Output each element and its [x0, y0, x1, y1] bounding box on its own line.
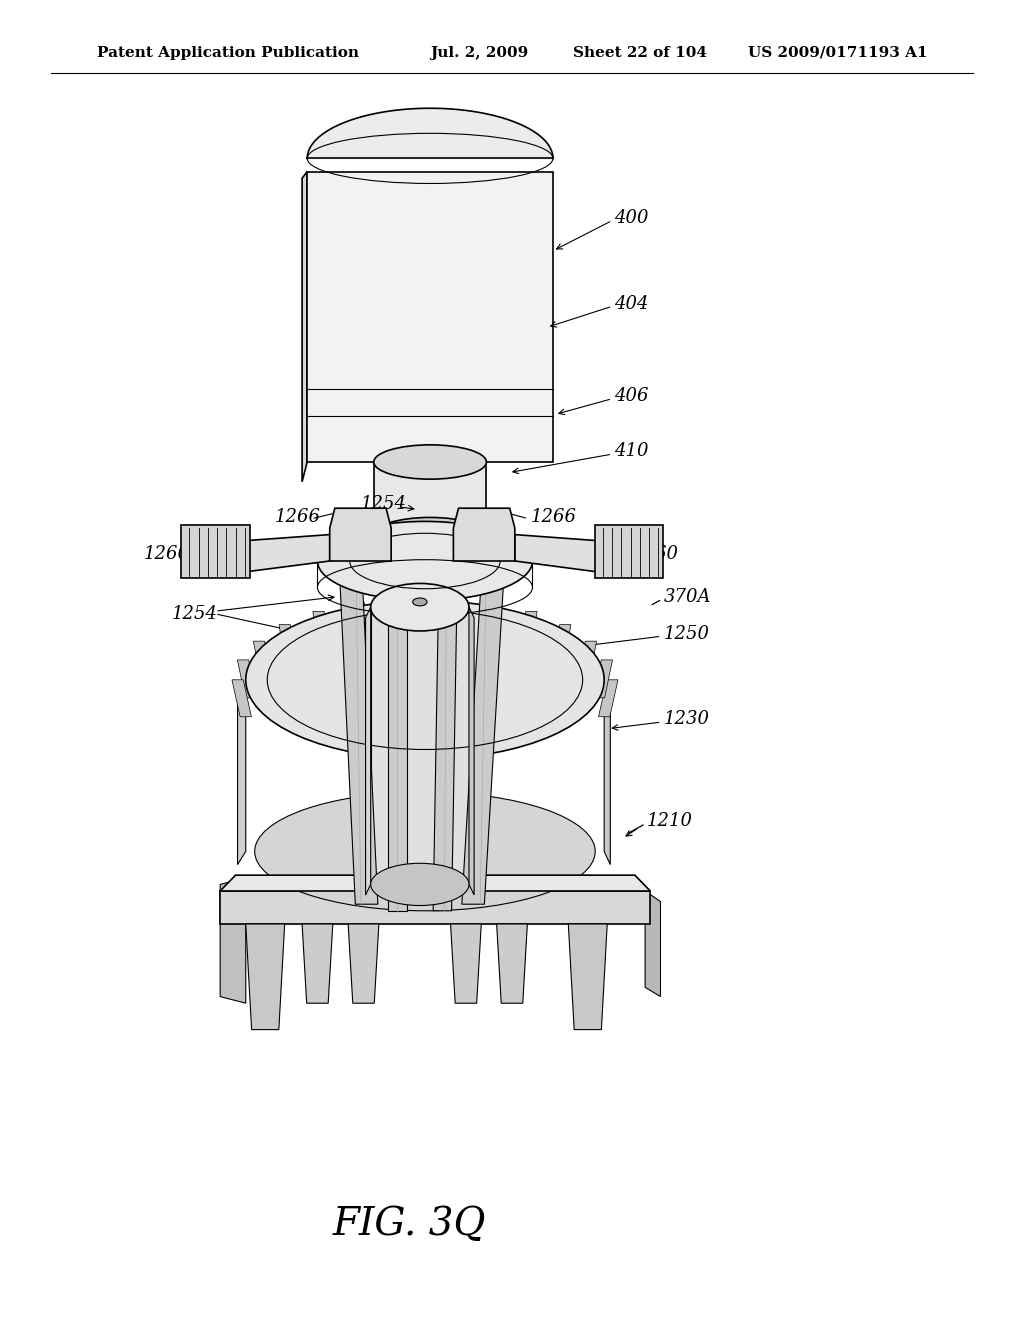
Polygon shape: [441, 597, 454, 638]
Text: 1260: 1260: [143, 545, 189, 564]
Polygon shape: [220, 875, 650, 891]
Polygon shape: [645, 891, 660, 997]
Polygon shape: [181, 525, 250, 578]
Polygon shape: [231, 680, 252, 717]
Polygon shape: [483, 602, 497, 643]
Polygon shape: [593, 660, 612, 698]
Polygon shape: [433, 552, 458, 911]
Ellipse shape: [413, 598, 427, 606]
Text: 404: 404: [614, 294, 649, 313]
Polygon shape: [280, 624, 297, 664]
Text: 1254: 1254: [360, 495, 407, 513]
Polygon shape: [353, 602, 367, 643]
Polygon shape: [515, 535, 615, 574]
Polygon shape: [578, 642, 597, 680]
Text: 410: 410: [614, 442, 649, 461]
Polygon shape: [220, 891, 650, 924]
Polygon shape: [339, 561, 378, 904]
Text: 400: 400: [614, 209, 649, 227]
Polygon shape: [462, 561, 505, 904]
Polygon shape: [553, 624, 570, 664]
Polygon shape: [307, 172, 553, 462]
Text: US 2009/0171193 A1: US 2009/0171193 A1: [748, 46, 927, 59]
Polygon shape: [246, 924, 285, 1030]
Polygon shape: [302, 172, 307, 482]
Polygon shape: [521, 611, 537, 652]
Ellipse shape: [384, 528, 476, 554]
Text: 1266: 1266: [530, 508, 577, 527]
Polygon shape: [227, 535, 330, 574]
Polygon shape: [568, 924, 607, 1030]
Polygon shape: [595, 525, 664, 578]
Ellipse shape: [317, 521, 532, 601]
Ellipse shape: [246, 601, 604, 759]
Polygon shape: [396, 597, 409, 638]
Text: FIG. 3Q: FIG. 3Q: [333, 1206, 486, 1243]
Polygon shape: [454, 508, 515, 561]
Text: Sheet 22 of 104: Sheet 22 of 104: [573, 46, 708, 59]
Text: 1210: 1210: [647, 812, 693, 830]
Ellipse shape: [384, 544, 476, 570]
Polygon shape: [388, 552, 407, 911]
Ellipse shape: [371, 583, 469, 631]
Polygon shape: [313, 611, 329, 652]
Text: 1266: 1266: [274, 508, 321, 527]
Polygon shape: [302, 924, 333, 1003]
Polygon shape: [366, 607, 371, 895]
Text: Jul. 2, 2009: Jul. 2, 2009: [430, 46, 528, 59]
Polygon shape: [238, 680, 246, 865]
Text: Patent Application Publication: Patent Application Publication: [97, 46, 359, 59]
Ellipse shape: [374, 445, 486, 479]
Polygon shape: [374, 462, 486, 535]
Text: 1250: 1250: [664, 624, 710, 643]
Polygon shape: [371, 607, 469, 884]
Polygon shape: [348, 924, 379, 1003]
Polygon shape: [497, 924, 527, 1003]
Ellipse shape: [255, 792, 595, 911]
Ellipse shape: [371, 863, 469, 906]
Polygon shape: [220, 878, 246, 1003]
Polygon shape: [330, 508, 391, 561]
Text: 406: 406: [614, 387, 649, 405]
Text: 1254: 1254: [172, 605, 218, 623]
Polygon shape: [451, 924, 481, 1003]
Polygon shape: [238, 660, 257, 698]
Polygon shape: [598, 680, 617, 717]
Ellipse shape: [374, 517, 486, 552]
Polygon shape: [604, 680, 610, 865]
Polygon shape: [253, 642, 272, 680]
Polygon shape: [469, 607, 474, 895]
Text: 1260: 1260: [633, 545, 679, 564]
Text: 370A: 370A: [664, 587, 711, 606]
Text: 1230: 1230: [664, 710, 710, 729]
